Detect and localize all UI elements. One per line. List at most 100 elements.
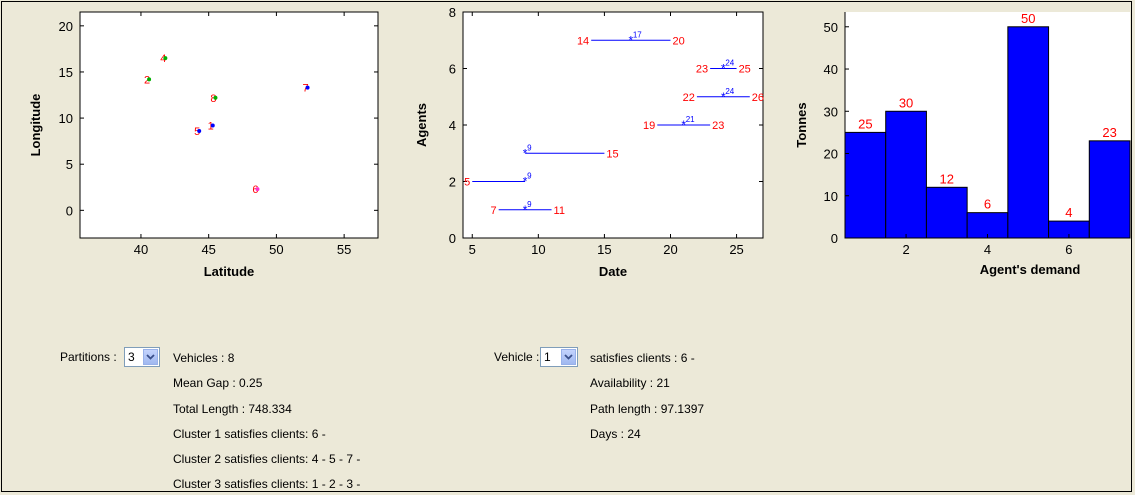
data-point: [213, 95, 218, 100]
y-tick-label: 20: [824, 147, 838, 162]
bar: [1088, 140, 1131, 239]
vehicle-availability: Availability : 21: [590, 376, 670, 390]
x-tick-label: 25: [729, 242, 743, 257]
y-tick-label: 30: [824, 104, 838, 119]
interval-end-label: 20: [672, 35, 684, 47]
interval-marker: *: [721, 62, 726, 76]
cluster-3-clients: Cluster 3 satisfies clients: 1 - 2 - 3 -: [173, 477, 361, 491]
x-tick-label: 55: [337, 242, 351, 257]
y-tick-label: 4: [449, 118, 456, 133]
bar: [1007, 26, 1050, 239]
y-axis-label: Longitude: [28, 94, 43, 157]
bar: [885, 110, 927, 239]
point-label: 2: [144, 74, 150, 86]
interval-mid-label: 21: [686, 115, 695, 124]
interval-marker: *: [681, 118, 686, 132]
y-tick-label: 0: [449, 231, 456, 246]
y-tick-label: 10: [824, 189, 838, 204]
vehicles-count: Vehicles : 8: [173, 351, 235, 365]
data-point: [255, 187, 260, 192]
partitions-dropdown[interactable]: 3: [124, 347, 160, 367]
bar: [966, 212, 1009, 239]
vehicle-satisfies: satisfies clients : 6 -: [590, 351, 695, 365]
interval-marker: *: [721, 90, 726, 104]
bar: [925, 186, 968, 239]
bar-chart: 25 30 12 6 50 4 23 2 4 6 0 10 20 30 40 50 Agent's demand…: [794, 11, 1131, 277]
bar-value-label: 12: [940, 171, 954, 186]
partitions-label: Partitions :: [60, 350, 117, 364]
vehicle-days: Days : 24: [590, 427, 641, 441]
point-label: 4: [160, 53, 166, 65]
data-point: [305, 85, 310, 90]
x-tick-label: 5: [469, 242, 476, 257]
x-tick-label: 6: [1065, 242, 1072, 257]
interval-marker: *: [523, 175, 528, 189]
point-label: 5: [194, 126, 200, 138]
vehicle-path-length: Path length : 97.1397: [590, 402, 705, 416]
vehicle-label: Vehicle :: [494, 350, 540, 364]
x-tick-label: 2: [902, 242, 909, 257]
point-label: 7: [303, 83, 309, 95]
interval-marker: *: [523, 203, 528, 217]
interval-end-label: 11: [554, 205, 565, 217]
y-tick-label: 40: [824, 62, 838, 77]
interval-start-label: 14: [577, 35, 589, 47]
y-tick-label: 0: [831, 231, 838, 246]
bar-value-label: 23: [1102, 125, 1116, 140]
interval-end-label: 26: [752, 92, 764, 104]
x-tick-label: 45: [201, 242, 215, 257]
data-point: [197, 128, 202, 133]
data-point: [147, 77, 152, 82]
data-point: [163, 56, 168, 61]
interval-start-label: 19: [643, 120, 655, 132]
data-point: [210, 123, 215, 128]
y-tick-label: 8: [449, 5, 456, 20]
y-axis-label: Tonnes: [794, 102, 809, 147]
chevron-down-icon[interactable]: [143, 349, 158, 365]
y-tick-label: 20: [59, 19, 73, 34]
interval-mid-label: 9: [527, 200, 532, 209]
y-tick-label: 50: [824, 20, 838, 35]
bar-value-label: 25: [858, 116, 872, 131]
plot-area: [79, 11, 379, 239]
interval-start-label: 23: [696, 64, 708, 76]
bar-value-label: 4: [1065, 205, 1072, 220]
interval-end-label: 25: [739, 64, 751, 76]
y-tick-label: 2: [449, 175, 456, 190]
x-axis-label: Date: [599, 264, 627, 279]
interval-mid-label: 9: [527, 172, 532, 181]
mean-gap: Mean Gap : 0.25: [173, 376, 263, 390]
y-tick-label: 15: [59, 65, 73, 80]
interval-mid-label: 17: [633, 30, 642, 39]
y-tick-label: 5: [66, 157, 73, 172]
x-tick-label: 4: [984, 242, 991, 257]
point-label: 8: [210, 93, 216, 105]
cluster-2-clients: Cluster 2 satisfies clients: 4 - 5 - 7 -: [173, 452, 361, 466]
vehicle-value: 1: [544, 350, 551, 364]
bar-value-label: 50: [1021, 11, 1035, 26]
point-label: 6: [252, 184, 258, 196]
y-tick-label: 0: [66, 203, 73, 218]
bar-value-label: 30: [899, 95, 913, 110]
interval-end-label: 15: [606, 148, 618, 160]
bar: [844, 131, 887, 239]
y-tick-label: 10: [59, 111, 73, 126]
partitions-value: 3: [128, 350, 135, 364]
interval-marker: *: [629, 33, 634, 47]
x-tick-label: 15: [597, 242, 611, 257]
plot-area: [462, 11, 764, 239]
point-label: 1: [208, 120, 214, 132]
vehicle-dropdown[interactable]: 1: [540, 347, 578, 367]
chevron-down-icon[interactable]: [561, 349, 576, 365]
x-tick-label: 10: [531, 242, 545, 257]
x-axis-label: Agent's demand: [980, 262, 1081, 277]
cluster-1-clients: Cluster 1 satisfies clients: 6 -: [173, 427, 326, 441]
interval-mid-label: 24: [725, 87, 734, 96]
interval-mid-label: 9: [527, 143, 532, 152]
interval-mid-label: 24: [725, 59, 734, 68]
total-length: Total Length : 748.334: [173, 402, 292, 416]
x-tick-label: 20: [663, 242, 677, 257]
